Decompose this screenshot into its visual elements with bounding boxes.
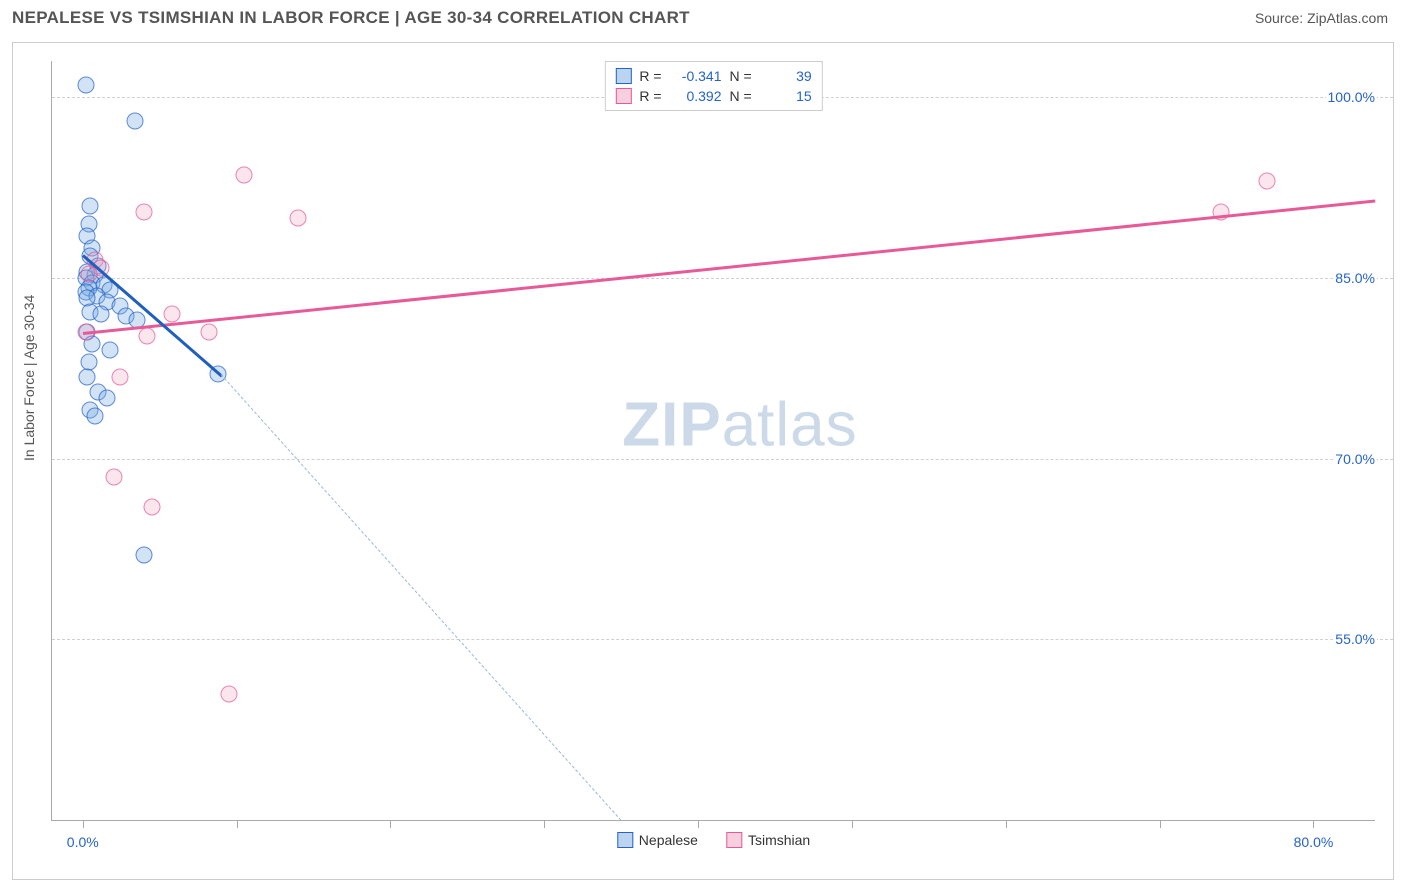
data-point bbox=[77, 77, 94, 94]
n-label: N = bbox=[730, 88, 752, 104]
data-point bbox=[136, 546, 153, 563]
x-tick bbox=[1313, 820, 1314, 828]
legend-item-nepalese: Nepalese bbox=[617, 832, 698, 848]
x-tick-label: 0.0% bbox=[67, 834, 99, 850]
data-point bbox=[1259, 173, 1276, 190]
x-tick bbox=[83, 820, 84, 828]
n-label: N = bbox=[730, 68, 752, 84]
x-tick-label: 80.0% bbox=[1294, 834, 1334, 850]
swatch-pink-icon bbox=[615, 88, 631, 104]
swatch-pink-icon bbox=[726, 832, 742, 848]
data-point bbox=[163, 306, 180, 323]
data-point bbox=[290, 209, 307, 226]
legend-row-tsimshian: R = 0.392 N = 15 bbox=[615, 86, 811, 106]
data-point bbox=[79, 368, 96, 385]
gridline bbox=[52, 459, 1393, 460]
watermark-bold: ZIP bbox=[622, 391, 721, 460]
chart-title: NEPALESE VS TSIMSHIAN IN LABOR FORCE | A… bbox=[12, 8, 690, 28]
y-tick-label: 70.0% bbox=[1333, 451, 1377, 467]
data-point bbox=[200, 324, 217, 341]
x-tick bbox=[698, 820, 699, 828]
watermark: ZIPatlas bbox=[622, 390, 857, 461]
data-point bbox=[93, 306, 110, 323]
data-point bbox=[143, 498, 160, 515]
trend-line bbox=[83, 200, 1376, 336]
data-point bbox=[139, 327, 156, 344]
r-value-nepalese: -0.341 bbox=[674, 68, 722, 84]
source-prefix: Source: bbox=[1255, 10, 1307, 26]
gridline bbox=[52, 278, 1393, 279]
x-tick bbox=[1006, 820, 1007, 828]
legend-label-tsimshian: Tsimshian bbox=[748, 832, 810, 848]
series-legend: Nepalese Tsimshian bbox=[617, 832, 810, 848]
swatch-blue-icon bbox=[615, 68, 631, 84]
legend-item-tsimshian: Tsimshian bbox=[726, 832, 810, 848]
source-attribution: Source: ZipAtlas.com bbox=[1255, 10, 1388, 26]
x-tick bbox=[390, 820, 391, 828]
r-label: R = bbox=[639, 88, 661, 104]
y-tick-label: 100.0% bbox=[1326, 89, 1377, 105]
y-tick-label: 55.0% bbox=[1333, 631, 1377, 647]
trend-line-dashed bbox=[221, 374, 622, 820]
data-point bbox=[87, 408, 104, 425]
x-tick bbox=[237, 820, 238, 828]
n-value-tsimshian: 15 bbox=[764, 88, 812, 104]
gridline bbox=[52, 639, 1393, 640]
legend-row-nepalese: R = -0.341 N = 39 bbox=[615, 66, 811, 86]
y-tick-label: 85.0% bbox=[1333, 270, 1377, 286]
data-point bbox=[102, 342, 119, 359]
y-axis-label: In Labor Force | Age 30-34 bbox=[21, 295, 37, 461]
chart-header: NEPALESE VS TSIMSHIAN IN LABOR FORCE | A… bbox=[0, 0, 1406, 36]
data-point bbox=[127, 113, 144, 130]
legend-label-nepalese: Nepalese bbox=[639, 832, 698, 848]
data-point bbox=[236, 167, 253, 184]
n-value-nepalese: 39 bbox=[764, 68, 812, 84]
data-point bbox=[111, 368, 128, 385]
x-tick bbox=[1160, 820, 1161, 828]
plot-area: ZIPatlas R = -0.341 N = 39 R = 0.392 N =… bbox=[51, 61, 1375, 821]
chart-container: In Labor Force | Age 30-34 ZIPatlas R = … bbox=[12, 42, 1394, 880]
data-point bbox=[82, 197, 99, 214]
data-point bbox=[136, 203, 153, 220]
data-point bbox=[99, 390, 116, 407]
swatch-blue-icon bbox=[617, 832, 633, 848]
source-link[interactable]: ZipAtlas.com bbox=[1307, 10, 1388, 26]
data-point bbox=[220, 685, 237, 702]
data-point bbox=[105, 468, 122, 485]
r-label: R = bbox=[639, 68, 661, 84]
correlation-legend: R = -0.341 N = 39 R = 0.392 N = 15 bbox=[604, 61, 822, 111]
watermark-light: atlas bbox=[722, 391, 858, 460]
x-tick bbox=[852, 820, 853, 828]
x-tick bbox=[544, 820, 545, 828]
r-value-tsimshian: 0.392 bbox=[674, 88, 722, 104]
